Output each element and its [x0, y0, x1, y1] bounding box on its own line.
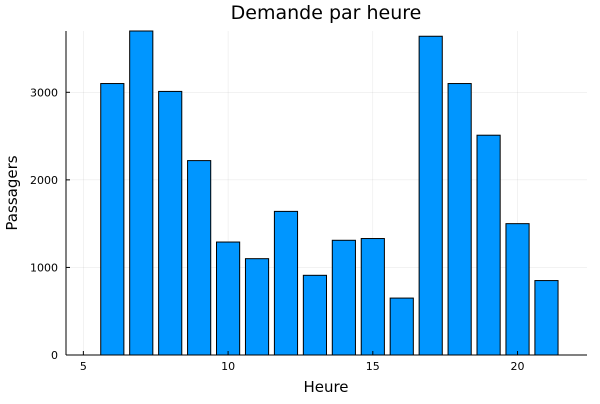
bar-hour-14 [331, 239, 356, 356]
bar-hour-19 [476, 134, 501, 356]
y-axis-title: Passagers [3, 155, 21, 230]
bar-hour-11 [244, 258, 270, 356]
bar-hour-20 [505, 223, 530, 356]
x-tick-label: 20 [511, 360, 525, 373]
y-tick-label: 2000 [30, 174, 58, 187]
bar-hour-18 [447, 83, 472, 356]
bar-hour-8 [158, 90, 183, 356]
bar-hour-9 [187, 160, 212, 356]
axes [65, 31, 587, 356]
y-tick-label: 1000 [30, 261, 58, 274]
x-tick-label: 10 [221, 360, 235, 373]
bar-hour-13 [302, 274, 328, 356]
x-tick-label: 15 [366, 360, 380, 373]
x-tick-label: 5 [80, 360, 87, 373]
ticks: 5 10 15 20 0 1000 2000 3000 [30, 86, 525, 373]
bar-hour-21 [534, 280, 559, 356]
bars [100, 30, 559, 356]
bar-hour-6 [100, 83, 125, 356]
chart-title: Demande par heure [231, 2, 422, 24]
bar-hour-12 [273, 210, 299, 356]
y-tick-label: 0 [51, 349, 58, 362]
bar-hour-17 [418, 35, 443, 356]
x-axis-title: Heure [303, 378, 348, 396]
bar-hour-15 [360, 238, 385, 356]
y-tick-label: 3000 [30, 86, 58, 99]
bar-hour-16 [389, 297, 414, 356]
bar-hour-10 [216, 241, 241, 356]
bar-hour-7 [129, 30, 154, 356]
